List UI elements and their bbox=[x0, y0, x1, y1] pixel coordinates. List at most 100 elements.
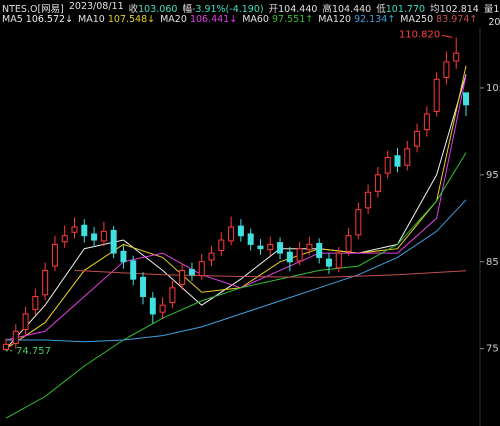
legend-value: 106.441↓ bbox=[189, 14, 238, 25]
annotation: 110.820 bbox=[399, 29, 440, 40]
annotation-line bbox=[442, 34, 453, 38]
quote-field: 均102.814 bbox=[430, 1, 479, 15]
legend-item: MA20 106.441↓ bbox=[160, 14, 237, 28]
candle-body bbox=[384, 156, 391, 174]
annotation: 74.757 bbox=[16, 346, 51, 357]
candle-body bbox=[267, 243, 274, 251]
candle-body bbox=[374, 174, 381, 192]
legend-name: MA10 bbox=[78, 14, 105, 25]
quote-field: 开104.440 bbox=[269, 1, 318, 15]
candle-body bbox=[237, 225, 244, 237]
legend-item: MA60 97.551↑ bbox=[242, 14, 313, 28]
candle-body bbox=[61, 235, 68, 243]
quote-field: 低101.770 bbox=[376, 1, 425, 15]
legend-name: MA5 bbox=[2, 14, 23, 25]
quote-label: 开 bbox=[268, 4, 279, 15]
ma-line bbox=[6, 199, 467, 343]
candle-body bbox=[218, 239, 225, 251]
legend-name: MA250 bbox=[400, 14, 434, 25]
quote-field: 量102万 bbox=[484, 1, 500, 15]
legend-value: 92.134↑ bbox=[354, 14, 396, 25]
candle-body bbox=[453, 52, 460, 62]
quote-field: NTES.O[网易] bbox=[2, 1, 64, 15]
candle-body bbox=[42, 269, 49, 296]
legend-item: MA250 83.974↑ bbox=[400, 14, 477, 28]
candle-body bbox=[325, 258, 332, 267]
quote-header: NTES.O[网易] 2023/08/11 收103.060 幅-3.91%(-4.1… bbox=[2, 1, 500, 15]
legend-name: MA120 bbox=[318, 14, 352, 25]
candle-body bbox=[12, 330, 19, 344]
candle-body bbox=[140, 276, 147, 298]
quote-label: 2023/08/11 bbox=[68, 1, 124, 12]
candle-body bbox=[345, 235, 352, 252]
candle-body bbox=[277, 242, 284, 254]
y-tick-label: 85 bbox=[486, 257, 499, 268]
legend-item: MA5 106.572↓ bbox=[2, 14, 73, 28]
ma-line bbox=[5, 74, 467, 350]
ma-legend: MA5 106.572↓ MA10 107.548↓ MA20 106.441↓ MA… bbox=[2, 14, 500, 28]
ma-line bbox=[74, 269, 467, 278]
quote-label: NTES.O[网易] bbox=[2, 4, 64, 15]
legend-value: 106.572↓ bbox=[25, 14, 74, 25]
candle-body bbox=[188, 269, 195, 276]
candle-body bbox=[443, 61, 450, 79]
candle-body bbox=[149, 297, 156, 315]
candle-body bbox=[110, 229, 117, 254]
candle-body bbox=[296, 248, 303, 262]
candle-body bbox=[100, 230, 107, 242]
candle-body bbox=[247, 233, 254, 245]
legend-item: MA120 92.134↑ bbox=[318, 14, 395, 28]
candle-body bbox=[355, 209, 362, 236]
candle-body bbox=[365, 191, 372, 209]
y-tick-label: 95 bbox=[486, 170, 499, 181]
legend-value: 83.974↑ bbox=[436, 14, 478, 25]
quote-label: 高 bbox=[322, 4, 332, 15]
candle-body bbox=[306, 243, 313, 251]
quote-value: 103.060 bbox=[138, 4, 178, 15]
legend-value: 97.551↑ bbox=[272, 14, 314, 25]
legend-item: MA10 107.548↓ bbox=[78, 14, 155, 28]
candle-body bbox=[198, 261, 205, 277]
candle-body bbox=[433, 78, 440, 112]
candle-body bbox=[91, 233, 98, 241]
candle-body bbox=[335, 252, 342, 269]
quote-label: 低 bbox=[376, 4, 386, 15]
candle-body bbox=[120, 250, 127, 263]
candle-body bbox=[228, 226, 235, 242]
candle-body bbox=[414, 130, 421, 147]
candle-body bbox=[286, 251, 293, 263]
quote-value: 102万 bbox=[493, 4, 500, 15]
candle-body bbox=[394, 155, 401, 167]
candle-body bbox=[463, 92, 469, 106]
quote-field: 幅-3.91%(-4.190) bbox=[182, 1, 263, 15]
candle-body bbox=[159, 304, 166, 313]
candle-body bbox=[316, 243, 323, 258]
quote-label: 均 bbox=[430, 4, 440, 15]
quote-value: 104.440 bbox=[331, 4, 372, 15]
candle-body bbox=[179, 269, 186, 285]
ma-line bbox=[5, 65, 467, 350]
candle-body bbox=[257, 245, 264, 250]
candle-body bbox=[169, 287, 176, 304]
candle-body bbox=[51, 243, 58, 267]
candle-body bbox=[130, 260, 137, 280]
ma-line bbox=[5, 75, 467, 341]
y-tick-label: 75 bbox=[486, 344, 499, 355]
candle-body bbox=[71, 226, 78, 233]
candle-body bbox=[32, 296, 39, 311]
legend-name: MA20 bbox=[160, 14, 187, 25]
quote-value: 101.770 bbox=[385, 4, 426, 15]
quote-value: 104.440 bbox=[278, 4, 318, 15]
quote-label: 幅 bbox=[182, 4, 192, 15]
ma-line bbox=[5, 152, 467, 419]
candle-body bbox=[3, 343, 9, 351]
quote-field: 高104.440 bbox=[322, 1, 371, 15]
y-tick-label: 105 bbox=[486, 83, 500, 94]
legend-name: MA60 bbox=[242, 14, 269, 25]
quote-value: 102.814 bbox=[439, 4, 479, 15]
quote-label: 收 bbox=[128, 4, 139, 15]
date-range: 2023/01/03-2023/08/11[153日] bbox=[488, 17, 500, 28]
quote-label: 量 bbox=[483, 4, 494, 15]
